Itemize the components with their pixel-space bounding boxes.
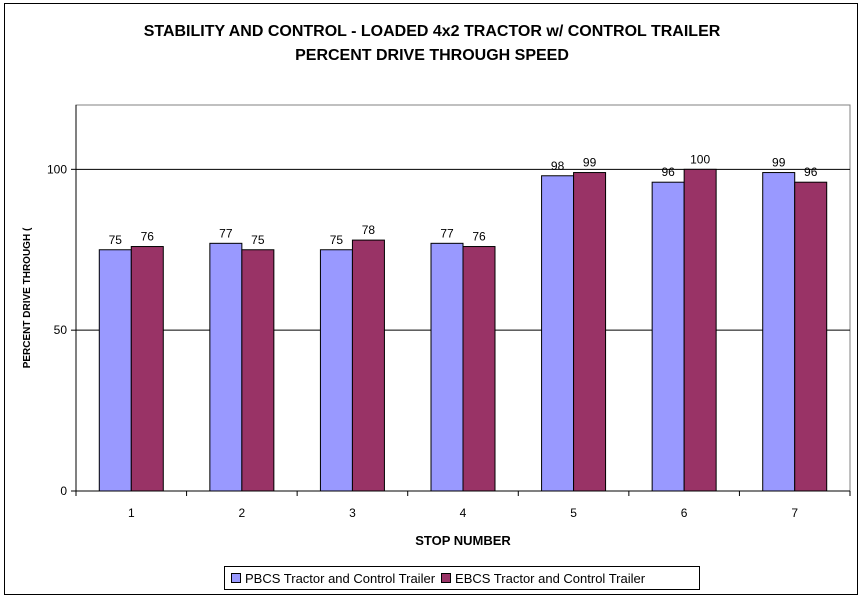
bar-ebcs <box>573 172 607 492</box>
bar-pbcs <box>762 172 796 492</box>
bar-pbcs <box>98 249 132 492</box>
bar-ebcs <box>241 249 275 492</box>
data-label: 96 <box>804 165 818 179</box>
x-tick-label: 6 <box>681 506 688 520</box>
data-label: 77 <box>219 226 233 240</box>
x-tick-label: 5 <box>570 506 577 520</box>
x-tick-label: 3 <box>349 506 356 520</box>
data-label: 76 <box>141 230 155 244</box>
x-axis-label: STOP NUMBER <box>415 533 511 548</box>
bar-ebcs <box>351 239 385 492</box>
legend-swatch-pbcs <box>231 573 241 583</box>
y-tick-label: 100 <box>47 162 67 176</box>
data-label: 75 <box>330 233 344 247</box>
y-axis-label: PERCENT DRIVE THROUGH ( <box>22 227 33 368</box>
x-tick-label: 1 <box>128 506 135 520</box>
legend: PBCS Tractor and Control Trailer EBCS Tr… <box>224 566 700 590</box>
legend-label-pbcs: PBCS Tractor and Control Trailer <box>245 570 436 586</box>
data-label: 99 <box>583 156 597 170</box>
bar-pbcs <box>541 175 575 492</box>
bar-pbcs <box>651 181 685 492</box>
y-tick-label: 0 <box>60 484 67 498</box>
bar-ebcs <box>130 246 164 492</box>
data-label: 77 <box>440 226 454 240</box>
x-tick-label: 7 <box>791 506 798 520</box>
legend-item-pbcs: PBCS Tractor and Control Trailer <box>231 571 435 586</box>
bar-ebcs <box>683 168 717 492</box>
data-label: 100 <box>690 152 710 166</box>
chart-title: STABILITY AND CONTROL - LOADED 4x2 TRACT… <box>143 23 721 40</box>
data-label: 99 <box>772 156 786 170</box>
data-label: 75 <box>109 233 123 247</box>
bar-pbcs <box>319 249 353 492</box>
bar-ebcs <box>462 246 496 492</box>
bar-pbcs <box>209 242 243 492</box>
data-label: 75 <box>251 233 265 247</box>
data-label: 76 <box>472 230 486 244</box>
bar-ebcs <box>794 181 828 492</box>
legend-item-ebcs: EBCS Tractor and Control Trailer <box>441 571 645 586</box>
legend-swatch-ebcs <box>441 573 452 583</box>
x-tick-label: 2 <box>239 506 246 520</box>
legend-label-ebcs: EBCS Tractor and Control Trailer <box>455 570 646 586</box>
data-label: 78 <box>362 223 376 237</box>
x-tick-label: 4 <box>460 506 467 520</box>
chart-subtitle: PERCENT DRIVE THROUGH SPEED <box>295 47 569 64</box>
data-label: 96 <box>661 165 675 179</box>
data-label: 98 <box>551 159 565 173</box>
y-tick-label: 50 <box>54 323 68 337</box>
bar-pbcs <box>430 242 464 492</box>
